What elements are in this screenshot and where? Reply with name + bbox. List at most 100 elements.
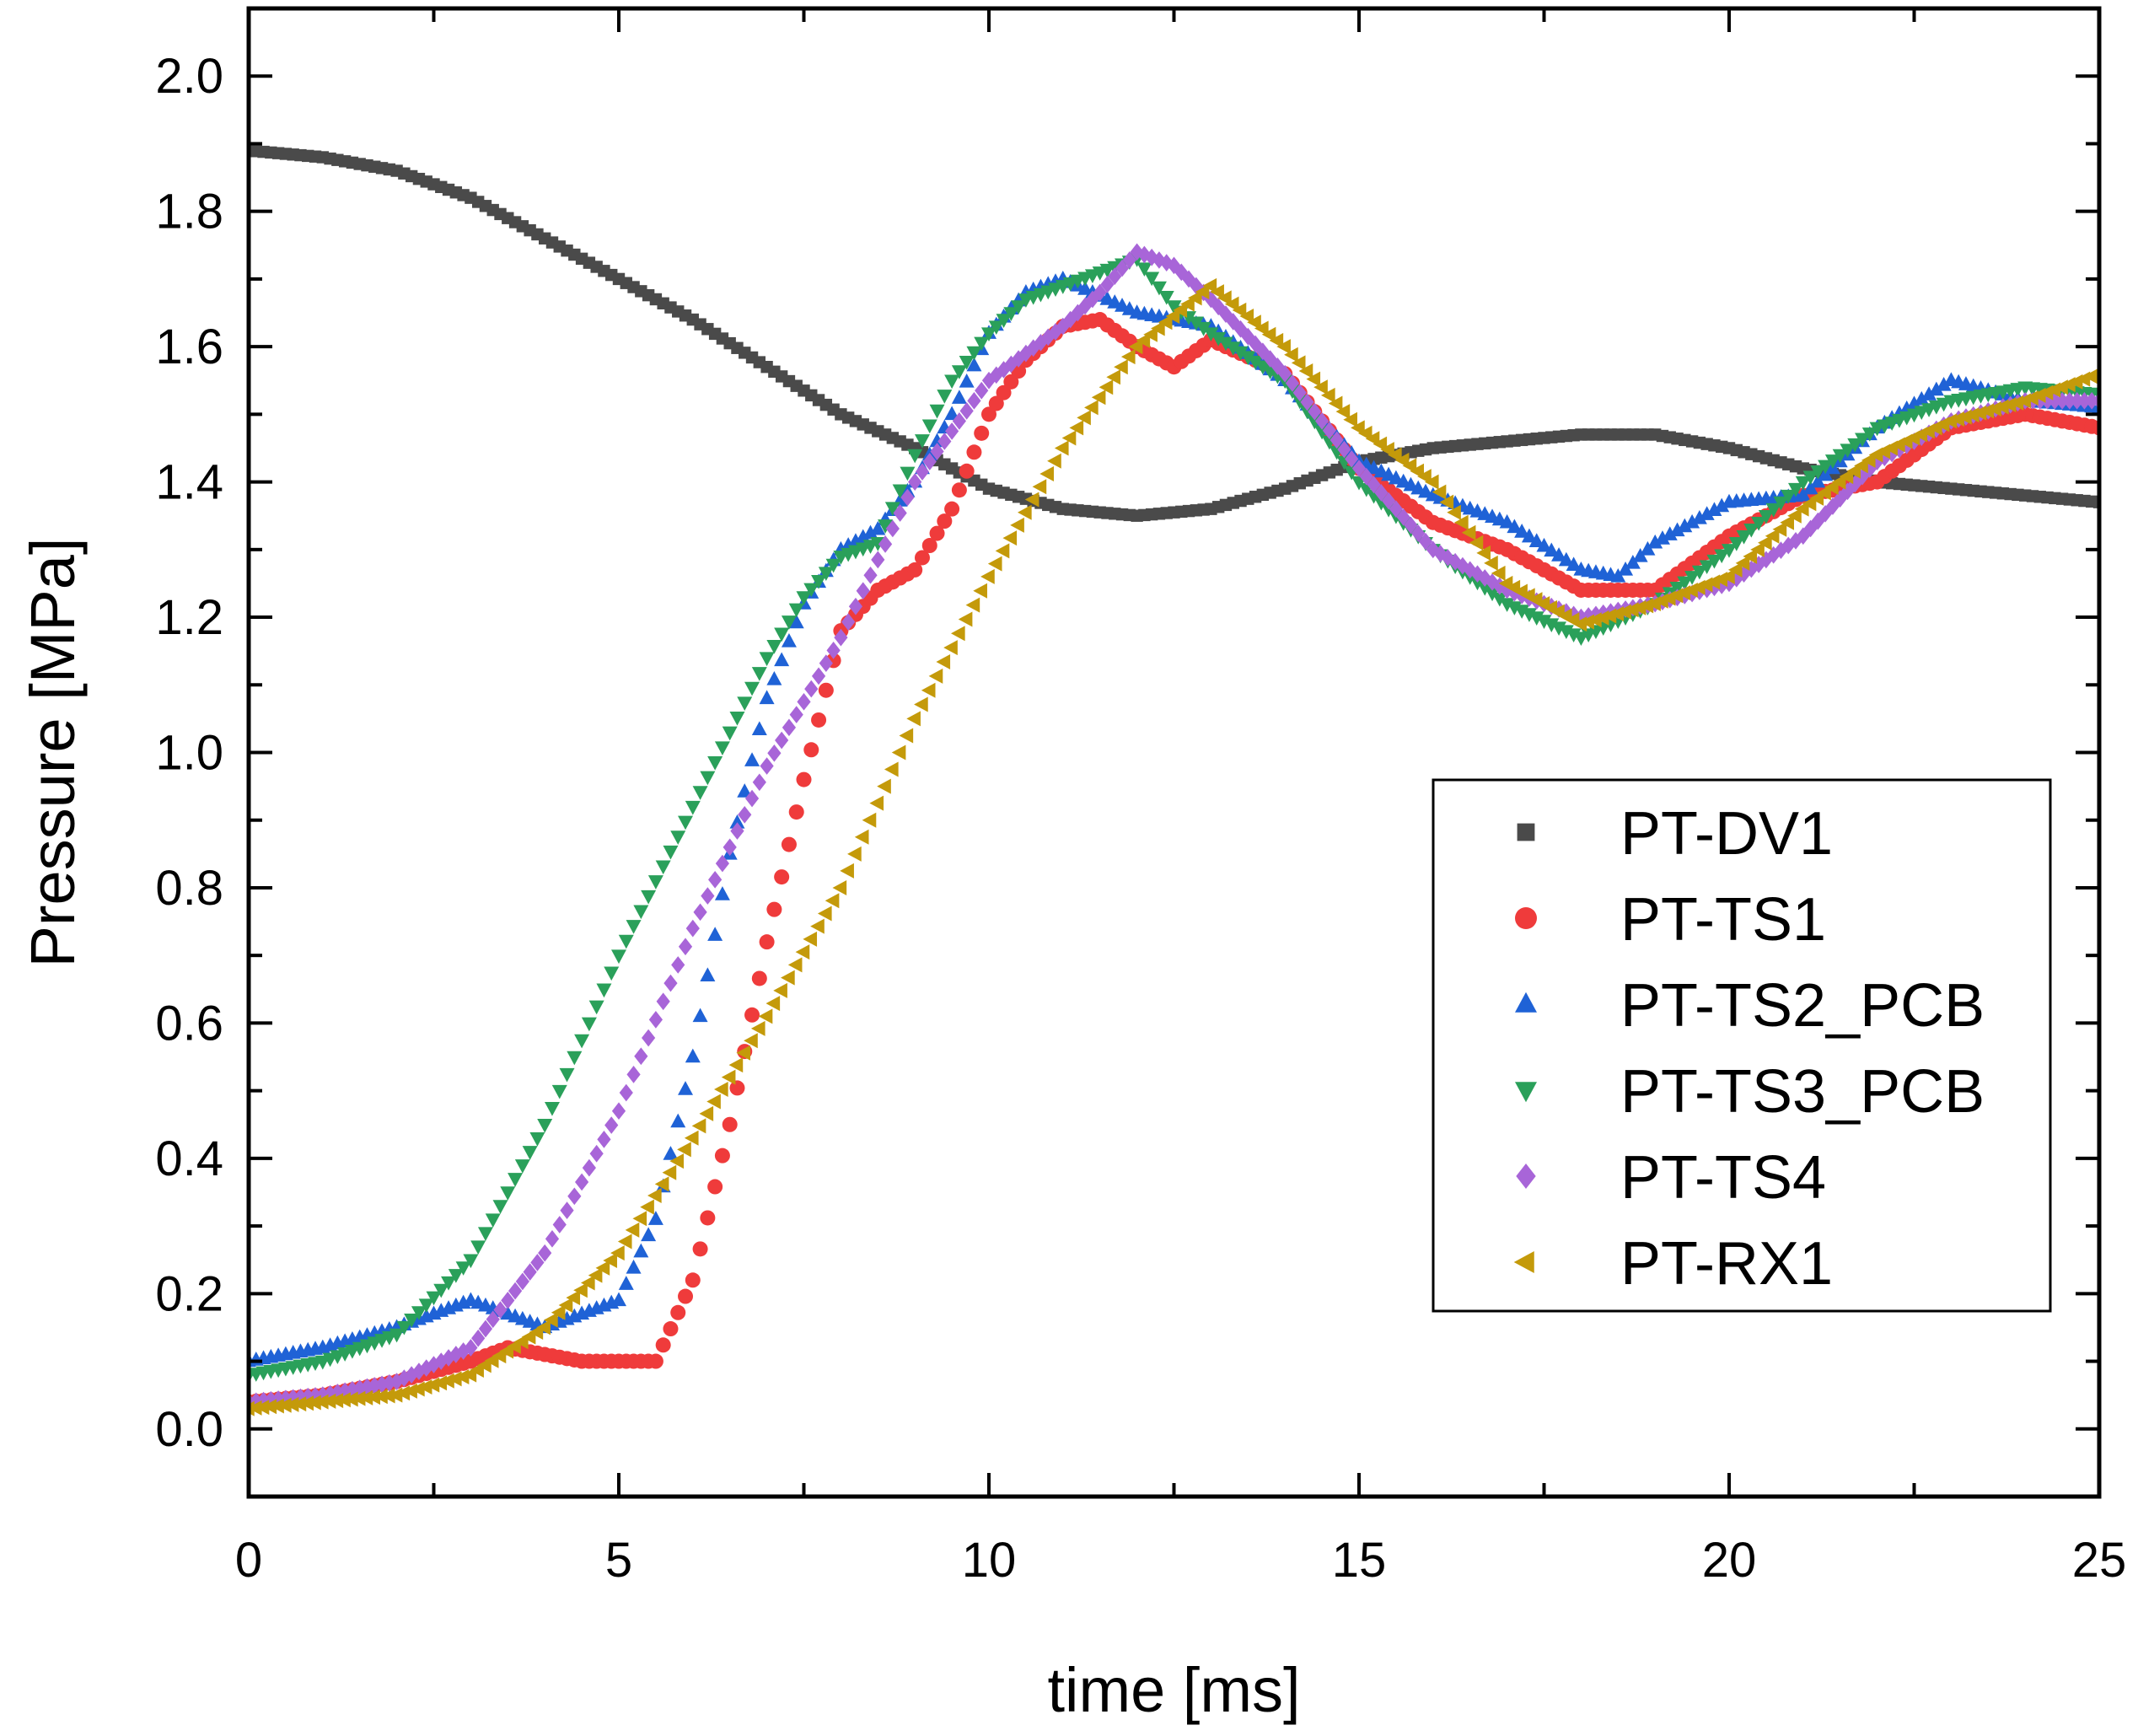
data-point: [663, 1146, 679, 1160]
data-point: [744, 789, 760, 808]
data-point: [729, 814, 745, 829]
data-point: [1167, 256, 1181, 275]
data-point: [329, 1393, 344, 1409]
data-point: [1987, 400, 2001, 417]
series-pt-dv1: [249, 144, 2099, 522]
data-point: [449, 1346, 463, 1363]
data-point: [884, 502, 900, 516]
data-point: [818, 682, 834, 698]
data-point: [1165, 309, 1180, 325]
data-point: [529, 1132, 545, 1147]
data-point: [737, 783, 753, 798]
data-point: [538, 1244, 552, 1262]
data-point: [708, 870, 723, 889]
data-point: [655, 1337, 671, 1353]
data-point: [388, 1387, 403, 1403]
data-point: [788, 603, 804, 618]
data-point: [647, 1187, 662, 1203]
data-point: [1669, 522, 1685, 537]
data-point: [1343, 411, 1357, 427]
data-point: [1320, 387, 1335, 403]
data-point: [1751, 516, 1767, 531]
legend-item: PT-RX1: [1513, 1230, 1833, 1298]
data-point: [1292, 384, 1307, 402]
data-point: [595, 1260, 610, 1276]
data-point: [1609, 606, 1625, 622]
data-point: [618, 934, 634, 949]
data-point: [1832, 449, 1848, 464]
data-point: [411, 1381, 425, 1397]
data-point: [907, 562, 923, 578]
data-point: [855, 529, 871, 544]
y-tick-label: 1.2: [155, 590, 223, 645]
data-point: [996, 384, 1012, 400]
data-point: [891, 744, 906, 761]
data-point: [906, 711, 921, 727]
data-point: [936, 653, 951, 669]
data-point: [1847, 438, 1863, 453]
data-point: [426, 1291, 442, 1306]
data-point: [1187, 290, 1202, 306]
data-point: [418, 1298, 434, 1314]
data-point: [908, 473, 922, 491]
data-point: [1099, 379, 1114, 395]
x-tick-label: 5: [605, 1533, 632, 1588]
data-point: [944, 374, 960, 390]
data-point: [914, 550, 930, 566]
data-point: [597, 1131, 611, 1148]
data-point: [797, 692, 811, 711]
data-point: [588, 1267, 603, 1283]
data-point: [1972, 405, 1987, 421]
data-point: [930, 443, 944, 460]
data-point: [1404, 516, 1418, 535]
data-point: [951, 482, 967, 498]
data-point: [640, 1199, 654, 1215]
data-point: [759, 934, 775, 950]
data-point: [1330, 431, 1344, 449]
data-point: [1765, 503, 1781, 518]
data-point: [1566, 556, 1582, 572]
data-point: [380, 1388, 395, 1404]
data-point: [1928, 381, 1944, 396]
data-point: [1572, 616, 1587, 632]
data-point: [929, 404, 945, 419]
data-point: [1002, 530, 1018, 546]
data-point: [1596, 604, 1610, 622]
data-point: [678, 1081, 694, 1095]
data-point: [922, 453, 937, 470]
data-point: [670, 1113, 686, 1128]
data-point: [1936, 376, 1952, 391]
data-point: [1284, 347, 1298, 363]
data-point: [1061, 430, 1077, 446]
data-point: [700, 1210, 716, 1226]
data-point: [1254, 320, 1269, 336]
data-point: [728, 1057, 744, 1073]
data-point: [773, 982, 787, 998]
legend-box: [1432, 778, 2052, 1313]
data-point: [292, 1396, 307, 1412]
data-point: [928, 668, 943, 684]
data-point: [656, 992, 670, 1011]
data-point: [1699, 560, 1715, 574]
data-point: [255, 1400, 270, 1416]
data-point: [915, 463, 930, 481]
data-point: [966, 357, 982, 372]
data-point: [1788, 482, 1804, 497]
data-point: [870, 520, 886, 535]
data-point: [389, 1328, 405, 1343]
data-point: [981, 406, 996, 422]
data-point: [921, 419, 937, 434]
data-point: [1424, 474, 1439, 490]
data-point: [1106, 369, 1121, 385]
data-point: [1041, 328, 1056, 347]
legend-label: PT-TS4: [1620, 1144, 1826, 1212]
data-point: [729, 712, 745, 726]
data-point: [1691, 510, 1707, 524]
x-tick-label: 15: [1332, 1533, 1387, 1588]
data-point: [950, 626, 965, 642]
data-point: [691, 1118, 706, 1134]
data-point: [1861, 427, 1877, 442]
y-tick-label: 1.6: [155, 320, 223, 374]
data-point: [900, 488, 915, 507]
data-point: [1308, 402, 1322, 421]
